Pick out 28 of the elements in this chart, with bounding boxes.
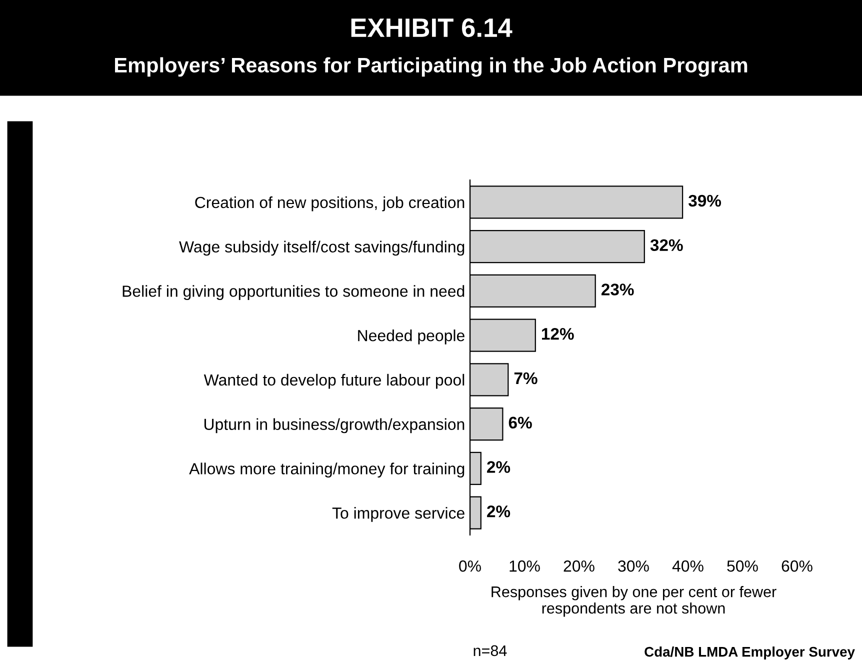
x-tick-label: 40% [672, 560, 704, 572]
data-label: 2% [487, 505, 510, 518]
y-tick-label: To improve service [332, 507, 464, 522]
y-tick-label: Creation of new positions, job creation [195, 196, 464, 212]
x-tick-label: 20% [564, 560, 594, 572]
data-label: 39% [688, 194, 722, 207]
x-tick-label: 50% [727, 560, 758, 572]
y-tick-label: Allows more training/money for training [189, 462, 464, 478]
data-label: 12% [542, 328, 574, 340]
data-label: 23% [601, 284, 634, 296]
data-label: 7% [514, 372, 538, 384]
x-tick-label: 0% [459, 560, 481, 572]
data-label: 6% [508, 416, 532, 429]
data-label: 32% [650, 239, 683, 252]
x-tick-label: 10% [510, 560, 540, 572]
y-tick-label: Upturn in business/growth/expansion [204, 418, 464, 434]
x-tick-label: 60% [782, 560, 812, 572]
text: n=84 [474, 645, 507, 656]
y-tick-label: Needed people [358, 330, 464, 344]
x-axis-title: Responses given by one per cent or fewer respondents are not shown [492, 586, 776, 617]
chart-title: EXHIBIT 6.14 [351, 18, 512, 38]
chart-subtitle: Employers’ Reasons for Participating in the Job Action Program [115, 57, 748, 77]
x-tick-label: 30% [618, 560, 649, 572]
y-tick-label: Wage subsidy itself/cost savings/funding [179, 240, 464, 256]
text: Cda/NB LMDA Employer Survey [644, 646, 855, 660]
y-tick-label: Belief in giving opportunities to someone in need [122, 285, 464, 300]
y-tick-label: Wanted to develop future labour pool [204, 374, 464, 389]
data-label: 2% [487, 461, 510, 473]
